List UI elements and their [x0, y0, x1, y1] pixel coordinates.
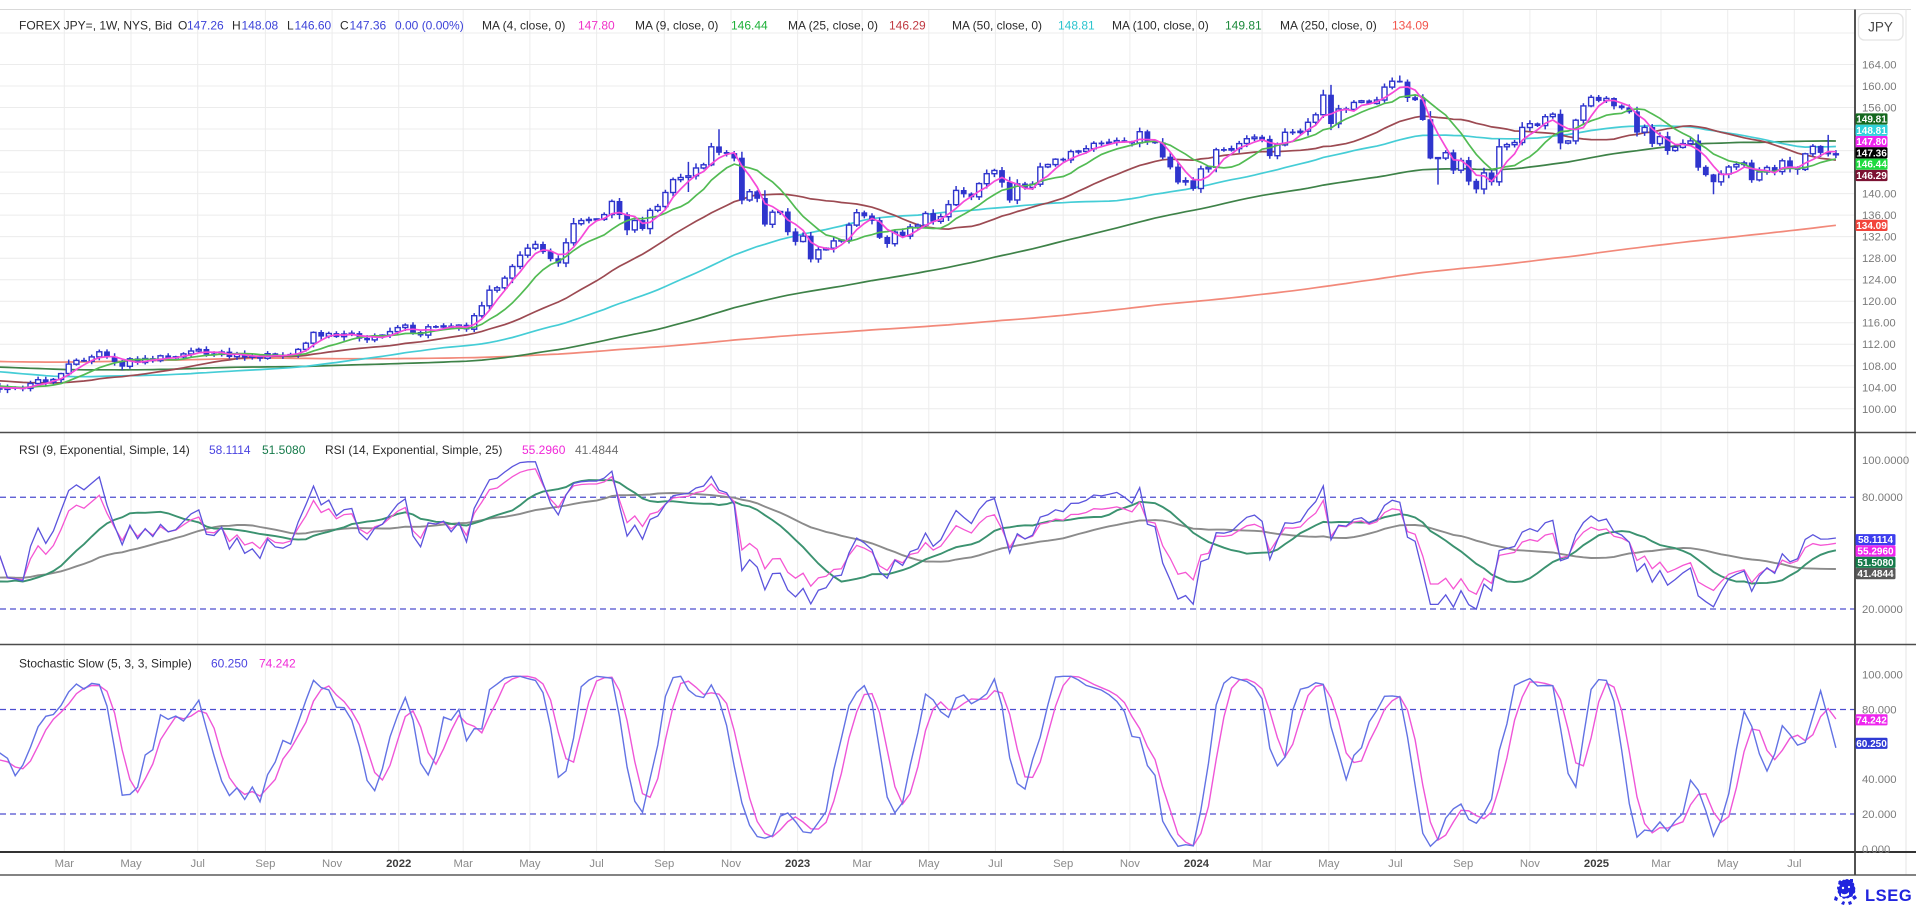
- svg-text:124.00: 124.00: [1862, 275, 1897, 287]
- svg-text:MA (100, close, 0): MA (100, close, 0): [1112, 19, 1209, 33]
- svg-text:128.00: 128.00: [1862, 253, 1897, 265]
- svg-text:MA (50, close, 0): MA (50, close, 0): [952, 19, 1042, 33]
- svg-text:MA (4, close, 0): MA (4, close, 0): [482, 19, 565, 33]
- svg-text:156.00: 156.00: [1862, 103, 1897, 115]
- svg-text:Nov: Nov: [322, 858, 342, 870]
- svg-text:MA (9, close, 0): MA (9, close, 0): [635, 19, 718, 33]
- svg-text:May: May: [120, 858, 142, 870]
- svg-text:May: May: [519, 858, 541, 870]
- svg-text:147.80: 147.80: [1856, 137, 1887, 148]
- svg-text:148.81: 148.81: [1058, 19, 1095, 33]
- svg-text:May: May: [918, 858, 940, 870]
- svg-text:80.000: 80.000: [1862, 705, 1897, 717]
- svg-text:58.1114: 58.1114: [1858, 535, 1893, 546]
- svg-text:112.00: 112.00: [1862, 339, 1896, 351]
- svg-text:Jul: Jul: [190, 858, 204, 870]
- svg-text:148.08: 148.08: [242, 19, 279, 33]
- svg-text:RSI (14, Exponential, Simple,: RSI (14, Exponential, Simple, 25): [325, 443, 502, 457]
- svg-text:58.1114: 58.1114: [209, 443, 251, 457]
- svg-text:55.2960: 55.2960: [522, 443, 566, 457]
- svg-text:C: C: [340, 19, 349, 33]
- svg-text:2023: 2023: [785, 858, 810, 870]
- svg-text:134.09: 134.09: [1856, 221, 1887, 232]
- svg-text:Jul: Jul: [1787, 858, 1801, 870]
- svg-text:134.09: 134.09: [1392, 19, 1429, 33]
- svg-text:Mar: Mar: [453, 858, 473, 870]
- svg-text:O: O: [178, 19, 187, 33]
- svg-text:LSEG: LSEG: [1865, 887, 1912, 905]
- svg-text:2024: 2024: [1184, 858, 1210, 870]
- svg-text:104.00: 104.00: [1862, 382, 1897, 394]
- svg-text:Sep: Sep: [1453, 858, 1473, 870]
- svg-text:0.00 (0.00%): 0.00 (0.00%): [395, 19, 464, 33]
- svg-text:RSI (9, Exponential, Simple, 1: RSI (9, Exponential, Simple, 14): [19, 443, 190, 457]
- svg-text:Sep: Sep: [255, 858, 275, 870]
- svg-text:100.0000: 100.0000: [1862, 455, 1909, 467]
- svg-text:20.0000: 20.0000: [1862, 604, 1903, 616]
- svg-text:147.36: 147.36: [1856, 148, 1887, 159]
- svg-text:Jul: Jul: [988, 858, 1002, 870]
- svg-text:Sep: Sep: [1053, 858, 1073, 870]
- svg-text:60.250: 60.250: [211, 657, 248, 671]
- svg-text:55.2960: 55.2960: [1857, 547, 1894, 558]
- svg-text:149.81: 149.81: [1225, 19, 1262, 33]
- svg-text:146.44: 146.44: [731, 19, 768, 33]
- svg-text:Mar: Mar: [1651, 858, 1671, 870]
- svg-text:146.44: 146.44: [1856, 160, 1887, 171]
- svg-text:Nov: Nov: [1520, 858, 1540, 870]
- svg-text:20.000: 20.000: [1862, 809, 1897, 821]
- svg-text:51.5080: 51.5080: [1857, 558, 1894, 569]
- svg-text:74.242: 74.242: [259, 657, 296, 671]
- svg-text:40.000: 40.000: [1862, 774, 1897, 786]
- svg-text:Jul: Jul: [589, 858, 603, 870]
- svg-text:120.00: 120.00: [1862, 296, 1897, 308]
- svg-text:51.5080: 51.5080: [262, 443, 306, 457]
- svg-text:80.0000: 80.0000: [1862, 492, 1903, 504]
- svg-text:148.81: 148.81: [1856, 126, 1887, 137]
- svg-text:147.36: 147.36: [350, 19, 387, 33]
- svg-text:Stochastic Slow (5, 3, 3, Simp: Stochastic Slow (5, 3, 3, Simple): [19, 657, 192, 671]
- svg-text:Jul: Jul: [1388, 858, 1402, 870]
- svg-text:Mar: Mar: [55, 858, 75, 870]
- svg-text:L: L: [287, 19, 294, 33]
- svg-text:MA (250, close, 0): MA (250, close, 0): [1280, 19, 1377, 33]
- svg-text:May: May: [1318, 858, 1340, 870]
- svg-text:146.60: 146.60: [295, 19, 332, 33]
- svg-text:JPY: JPY: [1868, 20, 1893, 35]
- svg-text:100.00: 100.00: [1862, 404, 1897, 416]
- svg-text:41.4844: 41.4844: [575, 443, 619, 457]
- svg-text:41.4844: 41.4844: [1857, 569, 1894, 580]
- svg-text:100.000: 100.000: [1862, 670, 1903, 682]
- svg-text:Nov: Nov: [721, 858, 741, 870]
- svg-text:H: H: [232, 19, 241, 33]
- svg-text:May: May: [1717, 858, 1739, 870]
- svg-text:164.00: 164.00: [1862, 60, 1897, 72]
- svg-text:147.80: 147.80: [578, 19, 615, 33]
- svg-text:160.00: 160.00: [1862, 81, 1897, 93]
- svg-text:146.29: 146.29: [889, 19, 926, 33]
- svg-text:132.00: 132.00: [1862, 232, 1897, 244]
- svg-text:MA (25, close, 0): MA (25, close, 0): [788, 19, 878, 33]
- svg-text:0.000: 0.000: [1862, 844, 1890, 856]
- svg-text:FOREX JPY=, 1W, NYS, Bid: FOREX JPY=, 1W, NYS, Bid: [19, 19, 172, 33]
- svg-text:2025: 2025: [1584, 858, 1609, 870]
- svg-text:147.26: 147.26: [187, 19, 224, 33]
- svg-text:140.00: 140.00: [1862, 189, 1897, 201]
- svg-text:146.29: 146.29: [1856, 171, 1887, 182]
- svg-text:74.242: 74.242: [1856, 715, 1887, 726]
- svg-text:116.00: 116.00: [1862, 318, 1896, 330]
- svg-text:Mar: Mar: [852, 858, 872, 870]
- svg-text:2022: 2022: [386, 858, 411, 870]
- svg-text:Nov: Nov: [1120, 858, 1140, 870]
- svg-text:60.250: 60.250: [1856, 739, 1887, 750]
- svg-text:Mar: Mar: [1252, 858, 1272, 870]
- svg-text:Sep: Sep: [654, 858, 674, 870]
- svg-text:136.00: 136.00: [1862, 210, 1897, 222]
- svg-text:108.00: 108.00: [1862, 361, 1897, 373]
- svg-text:149.81: 149.81: [1856, 115, 1887, 126]
